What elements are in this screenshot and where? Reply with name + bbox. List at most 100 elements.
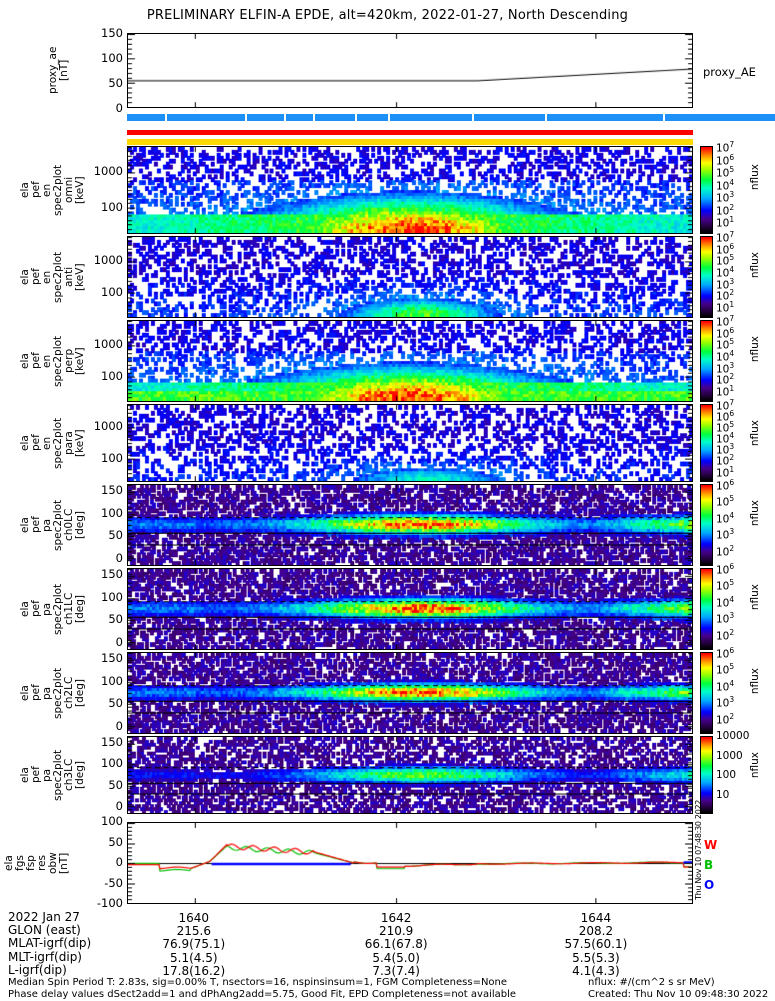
colorbar-pa-ch3LC-tick: 10 [716,789,730,802]
colorbar-spec-perp-tick: 102 [716,372,735,387]
created-stamp-rotated: Thu Nov 10 07:48:30 2022 [694,799,703,900]
pitchangle-ytick: 150 [101,566,123,581]
colorbar-spec-perp-tick: 106 [716,325,735,341]
spectrogram-ytick: 100 [101,285,123,300]
pitchangle-ytick: 50 [108,696,123,711]
colorbar-pa-ch2LC-tick: 106 [716,646,735,661]
pitchangle-canvas-ch0LC [128,485,692,565]
colorbar-spec-anti-tick: 103 [716,276,735,292]
spectrogram-panel-perp[interactable] [127,320,693,402]
spectrogram-ytick: 100 [101,199,123,214]
coverage-segment [315,114,355,121]
footer-cell: 210.9 [378,924,414,939]
footer-cell: 1640 [178,911,210,925]
fgm-residual-panel[interactable] [127,822,693,904]
pitchangle-ytick: 100 [101,756,123,771]
coverage-segment [167,114,245,121]
pitchangle-ylabel-ch1LC: ela pef pa spec2plot ch1LC [deg] [19,568,86,650]
colorbar-pa-ch3LC-tick: 10000 [716,730,750,742]
colorbar-pa-ch0LC-tick: 104 [716,510,735,526]
fgm-ytick: 50 [108,834,123,849]
proxy-ae-canvas [128,34,692,107]
colorbar-pa-ch1LC-canvas [701,569,712,649]
proxy-ae-ytick: 0 [115,101,123,115]
colorbar-pa-ch2LC [700,652,713,734]
pitchangle-ytick: 150 [101,650,123,665]
spectrogram-ylabel-perp: ela pef en spec2plot perp [keV] [19,320,86,402]
fgm-legend-B: B [704,858,714,872]
spectrogram-panel-para[interactable] [127,404,693,482]
footer-cell: 5.4(5.0) [372,950,420,965]
colorbar-spec-para-tick: 102 [716,453,735,468]
spectrogram-canvas-perp [128,321,692,401]
colorbar-spec-perp-tick: 104 [716,349,735,364]
footer-cell: 57.5(60.1) [564,937,628,952]
colorbar-spec-anti-tick: 107 [716,230,735,245]
colorbar-pa-ch2LC-tick: 103 [716,695,735,710]
colorbar-pa-ch1LC-tick: 106 [716,562,735,577]
pitchangle-ytick: 0 [115,634,123,649]
pitchangle-ytick: 0 [115,550,123,565]
pitchangle-ytick: 150 [101,734,123,749]
colorbar-pa-ch2LC-canvas [701,653,712,733]
spectrogram-canvas-omni [128,147,692,233]
yellow-status-bar [127,139,693,145]
pitchangle-canvas-ch1LC [128,569,692,649]
pitchangle-panel-ch2LC[interactable] [127,652,693,734]
coverage-segment [357,114,388,121]
colorbar-pa-ch1LC-tick: 105 [716,578,735,593]
colorbar-pa-ch3LC-tick: 1000 [716,749,743,762]
colorbar-pa-ch1LC [700,568,713,650]
spectrogram-ylabel-omni: ela pef en spec2plot omni [keV] [19,146,86,234]
footer-cell: 66.1(67.8) [364,937,428,952]
pitchangle-ytick: 50 [108,777,123,792]
proxy-ae-ylabel: proxy_ae [nT] [47,33,70,108]
spectrogram-ytick: 100 [101,450,123,465]
coverage-segment [547,114,663,121]
pitchangle-ylabel-ch3LC-word: [deg] [74,761,86,789]
colorbar-pa-ch0LC [700,484,713,566]
proxy-ae-right-label: proxy_AE [703,65,756,79]
coverage-segment [127,114,165,121]
footer-cell: 76.9(75.1) [162,937,226,952]
colorbar-pa-ch0LC-tick: 105 [716,494,735,509]
proxy-ae-ylabel-word: [nT] [58,59,70,82]
spectrogram-panel-omni[interactable] [127,146,693,234]
fgm-ytick: 100 [101,814,123,828]
colorbar-spec-para-name: nflux [749,419,761,446]
pitchangle-ylabel-ch1LC-word: [deg] [74,595,86,623]
pitchangle-canvas-ch3LC [128,737,692,813]
proxy-ae-ytick: 50 [108,76,123,90]
footer-cell: 4.1(4.3) [572,963,620,978]
colorbar-pa-ch1LC-tick: 102 [716,627,735,643]
colorbar-spec-anti-tick: 106 [716,241,735,257]
colorbar-spec-omni-tick: 101 [716,215,735,230]
colorbar-spec-anti-tick: 105 [716,253,735,268]
footer-cell: 7.3(7.4) [372,963,420,978]
coverage-segment [390,114,472,121]
pitchangle-ytick: 100 [101,673,123,688]
pitchangle-panel-ch1LC[interactable] [127,568,693,650]
colorbar-spec-para-canvas [701,405,712,481]
pitchangle-panel-ch3LC[interactable] [127,736,693,814]
footer-row-label: MLT-igrf(dip) [8,949,82,964]
footer-cell: 208.2 [578,924,614,939]
colorbar-spec-perp-tick: 107 [716,314,735,329]
spectrogram-canvas-anti [128,237,692,317]
colorbar-spec-omni-tick: 104 [716,177,735,193]
fgm-ytick: -100 [96,896,123,910]
colorbar-spec-anti-name: nflux [749,252,761,279]
footer-cell: 1642 [380,911,412,925]
spectrogram-panel-anti[interactable] [127,236,693,318]
coverage-segment [665,114,775,121]
pitchangle-ytick: 100 [101,505,123,520]
colorbar-pa-ch0LC-name: nflux [749,500,761,527]
footer-row-label: L-igrf(dip) [8,962,67,977]
spectrogram-ytick: 100 [101,369,123,384]
colorbar-spec-omni-name: nflux [749,163,761,190]
pitchangle-panel-ch0LC[interactable] [127,484,693,566]
colorbar-pa-ch2LC-tick: 102 [716,711,735,727]
spectrogram-ytick: 1000 [93,252,123,267]
pitchangle-ylabel-ch2LC: ela pef pa spec2plot ch2LC [deg] [19,652,86,734]
colorbar-pa-ch0LC-canvas [701,485,712,565]
